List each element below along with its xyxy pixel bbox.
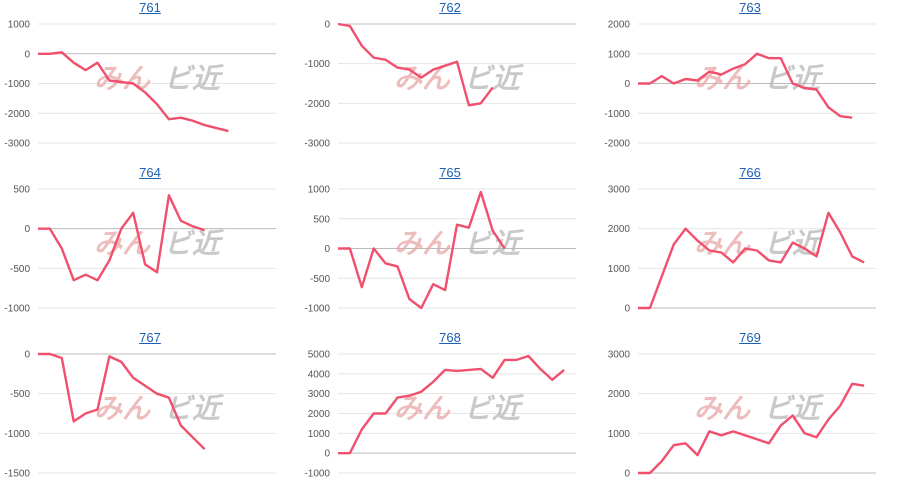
y-tick-label: 4000 [308, 369, 331, 380]
y-tick-label: -1000 [4, 79, 30, 90]
watermark: みん ビ近 [94, 62, 225, 95]
y-tick-label: 1000 [308, 429, 331, 440]
chart-panel-766: 766 3000 2000 1000 0 みん ビ近 [600, 165, 900, 330]
y-tick-label: 2000 [608, 20, 631, 31]
chart-title-link[interactable]: 761 [139, 0, 161, 15]
chart-title-link[interactable]: 763 [739, 0, 761, 15]
y-tick-label: 3000 [608, 185, 631, 196]
chart-panel-764: 764 500 0 -500 -1000 みん ビ近 [0, 165, 300, 330]
y-tick-label: 0 [324, 449, 330, 460]
watermark: みん ビ近 [94, 227, 225, 260]
chart-panel-761: 761 1000 0 -1000 -2000 -3000 みん ビ近 [0, 0, 300, 165]
line-chart: 500 0 -500 -1000 みん ビ近 [4, 185, 276, 315]
line-chart: 0 -500 -1000 -1500 みん ビ近 [4, 350, 276, 480]
line-chart: 2000 1000 0 -1000 -2000 みん ビ近 [604, 20, 876, 150]
line-chart: 1000 0 -1000 -2000 -3000 みん ビ近 [4, 20, 276, 150]
y-tick-label: 1000 [308, 185, 331, 196]
series-line [638, 382, 865, 475]
y-tick-label: 0 [624, 304, 630, 315]
y-tick-label: 0 [24, 224, 30, 235]
y-tick-label: -2000 [304, 99, 330, 110]
series-line [638, 52, 853, 119]
chart-title-link[interactable]: 762 [439, 0, 461, 15]
y-tick-label: 0 [24, 350, 30, 361]
chart-panel-762: 762 0 -1000 -2000 -3000 みん ビ近 [300, 0, 600, 165]
y-tick-label: 2000 [608, 389, 631, 400]
line-chart: 5000 4000 3000 2000 1000 0 -1000 みん ビ近 [304, 350, 576, 480]
y-tick-label: 2000 [308, 409, 331, 420]
y-tick-label: -1000 [304, 304, 330, 315]
y-tick-label: 1000 [608, 49, 631, 60]
y-tick-label: -3000 [304, 139, 330, 150]
series-line [38, 51, 229, 133]
chart-panel-769: 769 3000 2000 1000 0 みん ビ近 [600, 330, 900, 495]
watermark: みん ビ近 [94, 392, 225, 425]
line-chart: 3000 2000 1000 0 みん ビ近 [608, 185, 876, 315]
y-tick-label: 0 [624, 469, 630, 480]
y-tick-label: -1500 [4, 469, 30, 480]
y-tick-label: -1000 [304, 59, 330, 70]
y-tick-label: 0 [324, 244, 330, 255]
chart-title-link[interactable]: 769 [739, 330, 761, 345]
series-line [38, 194, 205, 282]
y-tick-label: 1000 [608, 429, 631, 440]
chart-title-link[interactable]: 766 [739, 165, 761, 180]
y-tick-label: 500 [13, 185, 30, 196]
y-tick-label: 1000 [608, 264, 631, 275]
line-chart: 3000 2000 1000 0 みん ビ近 [608, 350, 876, 480]
chart-panel-763: 763 2000 1000 0 -1000 -2000 みん ビ近 [600, 0, 900, 165]
watermark: みん ビ近 [694, 227, 825, 260]
y-tick-label: 0 [24, 49, 30, 60]
y-tick-label: -500 [10, 389, 30, 400]
watermark: みん ビ近 [394, 392, 525, 425]
y-tick-label: -1000 [304, 469, 330, 480]
y-tick-label: 0 [624, 79, 630, 90]
series-line [638, 211, 865, 310]
y-tick-label: 3000 [308, 389, 331, 400]
y-tick-label: 3000 [608, 350, 631, 361]
chart-title-link[interactable]: 764 [139, 165, 161, 180]
y-tick-label: 5000 [308, 350, 331, 361]
watermark: みん ビ近 [694, 392, 825, 425]
chart-panel-765: 765 1000 500 0 -500 -1000 みん ビ近 [300, 165, 600, 330]
series-line [338, 354, 565, 455]
y-tick-label: 0 [324, 20, 330, 31]
y-tick-label: -3000 [4, 139, 30, 150]
watermark: みん ビ近 [694, 62, 825, 95]
y-tick-label: -2000 [604, 139, 630, 150]
line-chart: 1000 500 0 -500 -1000 みん ビ近 [304, 185, 576, 315]
chart-panel-767: 767 0 -500 -1000 -1500 みん ビ近 [0, 330, 300, 495]
y-tick-label: -1000 [4, 304, 30, 315]
chart-title-link[interactable]: 767 [139, 330, 161, 345]
y-tick-label: -500 [10, 264, 30, 275]
chart-title-link[interactable]: 765 [439, 165, 461, 180]
series-line [338, 190, 506, 310]
y-tick-label: -500 [310, 274, 330, 285]
y-tick-label: 500 [313, 214, 330, 225]
y-tick-label: -1000 [604, 109, 630, 120]
series-line [337, 22, 494, 107]
watermark: みん ビ近 [394, 227, 525, 260]
y-tick-label: 2000 [608, 224, 631, 235]
chart-title-link[interactable]: 768 [439, 330, 461, 345]
chart-panel-768: 768 5000 4000 3000 2000 1000 0 -1000 みん ビ近 [300, 330, 600, 495]
y-tick-label: 1000 [8, 20, 31, 31]
y-tick-label: -1000 [4, 429, 30, 440]
y-tick-label: -2000 [4, 109, 30, 120]
series-line [38, 352, 206, 451]
